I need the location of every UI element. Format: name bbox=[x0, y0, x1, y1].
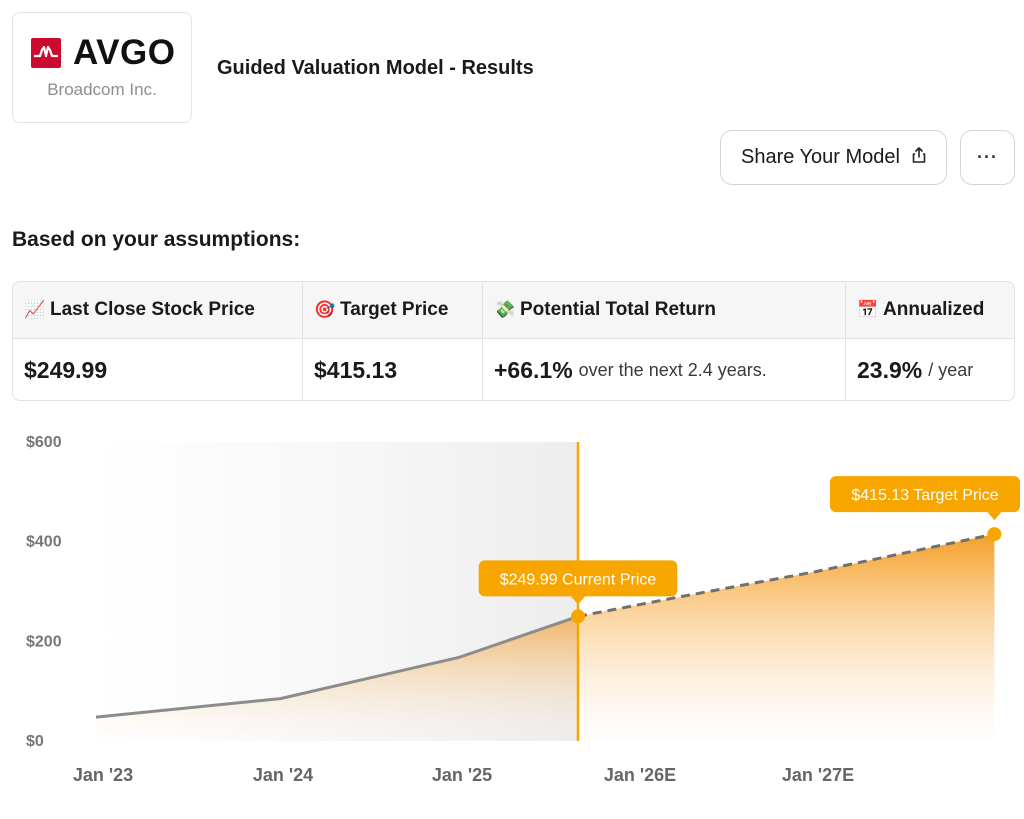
total-return-label: Potential Total Return bbox=[520, 299, 716, 320]
x-tick-label: Jan '27E bbox=[782, 765, 854, 785]
last-close-value: $249.99 bbox=[24, 356, 108, 383]
target-price-column: 🎯 Target Price $415.13 bbox=[303, 282, 483, 400]
last-close-header: 📈 Last Close Stock Price bbox=[13, 282, 302, 339]
more-options-button[interactable]: ··· bbox=[960, 130, 1015, 185]
money-with-wings-icon: 💸 bbox=[494, 300, 516, 320]
share-icon bbox=[912, 146, 926, 169]
projected-area bbox=[578, 534, 995, 741]
x-tick-label: Jan '26E bbox=[604, 765, 676, 785]
target-icon: 🎯 bbox=[314, 300, 336, 320]
historical-price-line bbox=[95, 615, 579, 719]
total-return-suffix: over the next 2.4 years. bbox=[578, 359, 767, 380]
last-close-value-cell: $249.99 bbox=[13, 339, 302, 400]
page-title: Guided Valuation Model - Results bbox=[217, 57, 534, 79]
target-price-annotation-label: $415.13 Target Price bbox=[851, 487, 998, 504]
total-return-column: 💸 Potential Total Return +66.1% over the… bbox=[483, 282, 846, 400]
annualized-value: 23.9% bbox=[857, 356, 923, 383]
ticker-symbol: AVGO bbox=[73, 33, 176, 72]
chart-increasing-icon: 📈 bbox=[24, 300, 46, 320]
annualized-header: 📅 Annualized bbox=[846, 282, 1014, 339]
last-close-label: Last Close Stock Price bbox=[50, 299, 255, 320]
summary-stats-table: 📈 Last Close Stock Price $249.99 🎯 Targe… bbox=[12, 281, 1015, 401]
annualized-label: Annualized bbox=[883, 299, 985, 320]
broadcom-logo-icon bbox=[31, 38, 61, 68]
target-price-value: $415.13 bbox=[314, 356, 398, 383]
current-price-marker bbox=[571, 609, 585, 624]
y-tick-label: $200 bbox=[26, 633, 62, 650]
price-projection-chart: $0 $200 $400 $600 Jan '23 Jan '24 Jan '25 Jan '… bbox=[26, 434, 1020, 785]
projected-price-line bbox=[577, 532, 995, 618]
x-tick-label: Jan '25 bbox=[432, 765, 492, 785]
target-price-marker bbox=[987, 527, 1002, 542]
y-tick-label: $0 bbox=[26, 733, 44, 750]
x-tick-label: Jan '24 bbox=[253, 765, 313, 785]
company-name: Broadcom Inc. bbox=[47, 80, 157, 99]
target-price-annotation-bubble bbox=[830, 476, 1020, 513]
share-model-button[interactable]: Share Your Model bbox=[720, 130, 947, 185]
annualized-value-cell: 23.9% / year bbox=[846, 339, 1014, 400]
current-price-annotation-pointer bbox=[571, 596, 585, 605]
total-return-value-cell: +66.1% over the next 2.4 years. bbox=[483, 339, 845, 400]
y-tick-label: $600 bbox=[26, 434, 62, 451]
calendar-icon: 📅 bbox=[857, 300, 879, 320]
assumptions-heading: Based on your assumptions: bbox=[12, 228, 301, 251]
target-price-annotation-pointer bbox=[987, 512, 1002, 521]
total-return-header: 💸 Potential Total Return bbox=[483, 282, 845, 339]
current-price-annotation-label: $249.99 Current Price bbox=[500, 571, 657, 588]
x-tick-label: Jan '23 bbox=[73, 765, 133, 785]
target-price-value-cell: $415.13 bbox=[303, 339, 482, 400]
total-return-value: +66.1% bbox=[494, 356, 573, 383]
annualized-suffix: / year bbox=[928, 359, 974, 380]
annualized-column: 📅 Annualized 23.9% / year bbox=[846, 282, 1014, 400]
more-options-icon: ··· bbox=[977, 147, 998, 167]
last-close-column: 📈 Last Close Stock Price $249.99 bbox=[13, 282, 303, 400]
ticker-row: AVGO bbox=[31, 33, 175, 73]
ticker-card: AVGO Broadcom Inc. bbox=[12, 12, 192, 123]
target-price-header: 🎯 Target Price bbox=[303, 282, 482, 339]
y-tick-label: $400 bbox=[26, 534, 62, 551]
historical-area bbox=[96, 616, 578, 741]
current-price-annotation-bubble bbox=[478, 560, 678, 597]
target-price-label: Target Price bbox=[340, 299, 449, 320]
share-model-label: Share Your Model bbox=[740, 146, 900, 168]
